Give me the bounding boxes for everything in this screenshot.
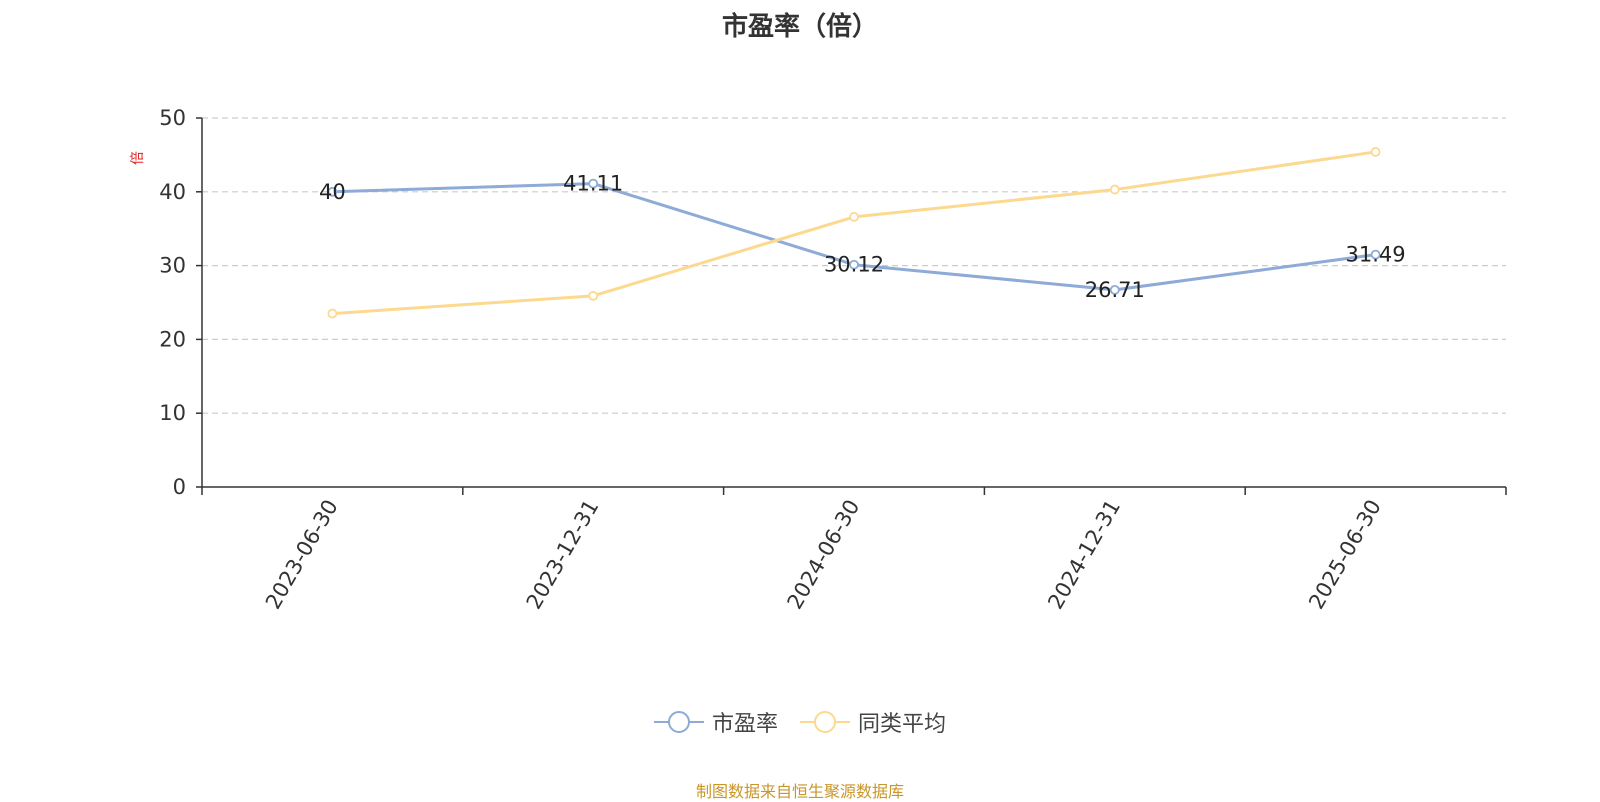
source-note: 制图数据来自恒生聚源数据库 bbox=[695, 782, 904, 801]
y-tick-label: 0 bbox=[173, 475, 186, 499]
data-point bbox=[1370, 249, 1381, 260]
x-tick-label: 2023-12-31 bbox=[522, 496, 604, 614]
data-point bbox=[327, 308, 338, 319]
data-point bbox=[1370, 147, 1381, 157]
data-label: 31.49 bbox=[1346, 243, 1406, 267]
x-tick-label: 2024-12-31 bbox=[1043, 496, 1125, 614]
y-axis-unit-label: 倍 bbox=[130, 151, 146, 165]
data-labels: 40 41.11 30.12 26.71 31.49 bbox=[319, 172, 1406, 302]
legend-item-2[interactable]: 同类平均 bbox=[800, 706, 946, 738]
series bbox=[327, 147, 1381, 319]
axes: 0 10 20 30 40 50 2023-06-30 2023-12-31 2024-06-3… bbox=[159, 106, 1507, 614]
data-point bbox=[1109, 284, 1120, 295]
y-tick-label: 20 bbox=[159, 327, 186, 351]
legend-label: 市盈率 bbox=[711, 712, 778, 737]
data-point bbox=[588, 178, 599, 189]
legend-label: 同类平均 bbox=[858, 712, 947, 737]
data-point bbox=[849, 259, 859, 270]
legend-swatch bbox=[653, 711, 704, 733]
y-tick-label: 30 bbox=[159, 254, 186, 278]
legend-item-1[interactable]: 市盈率 bbox=[653, 706, 778, 738]
data-label: 40 bbox=[319, 180, 346, 204]
data-label: 26.71 bbox=[1085, 278, 1145, 302]
chart-title: 市盈率（倍） bbox=[721, 12, 878, 42]
data-point bbox=[849, 211, 859, 222]
legend: 市盈率 同类平均 bbox=[0, 706, 1600, 738]
legend-swatch bbox=[800, 711, 850, 733]
data-label: 30.12 bbox=[824, 253, 884, 277]
x-tick-label: 2025-06-30 bbox=[1304, 496, 1386, 614]
data-point bbox=[327, 186, 338, 197]
x-tick-label: 2023-06-30 bbox=[261, 496, 343, 614]
data-label: 41.11 bbox=[563, 172, 623, 196]
y-tick-label: 50 bbox=[159, 106, 186, 130]
y-tick-label: 10 bbox=[159, 401, 186, 425]
series-line-2 bbox=[332, 150, 1376, 316]
data-point bbox=[588, 290, 599, 301]
data-point bbox=[1109, 184, 1120, 195]
x-tick-label: 2024-06-30 bbox=[783, 496, 865, 614]
y-tick-label: 40 bbox=[159, 180, 186, 204]
